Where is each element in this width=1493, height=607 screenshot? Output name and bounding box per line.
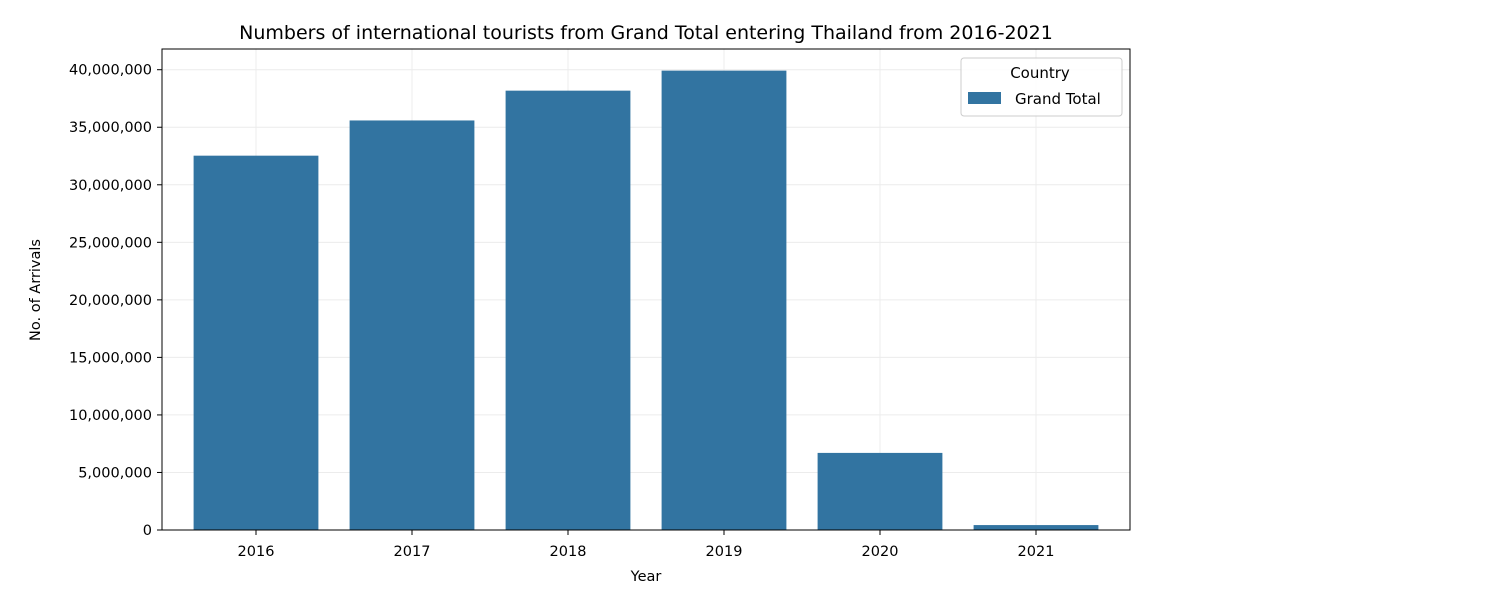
x-axis-label: Year bbox=[630, 569, 662, 585]
y-axis-label: No. of Arrivals bbox=[28, 239, 44, 341]
y-tick-label: 20,000,000 bbox=[69, 293, 152, 309]
y-tick-label: 5,000,000 bbox=[78, 465, 152, 481]
y-tick-label: 15,000,000 bbox=[69, 350, 152, 366]
legend-title: Country bbox=[1010, 64, 1070, 82]
y-tick-label: 40,000,000 bbox=[69, 63, 152, 79]
chart-title: Numbers of international tourists from G… bbox=[239, 22, 1053, 44]
bar-2017 bbox=[349, 120, 475, 531]
x-tick-label: 2019 bbox=[706, 544, 743, 560]
legend-swatch bbox=[968, 92, 1001, 104]
y-tick-label: 0 bbox=[143, 523, 152, 539]
x-tick-label: 2021 bbox=[1018, 544, 1055, 560]
x-tick-label: 2017 bbox=[394, 544, 431, 560]
x-tick-label: 2020 bbox=[862, 544, 899, 560]
bar-2020 bbox=[817, 452, 943, 530]
x-tick-label: 2018 bbox=[550, 544, 587, 560]
legend-box bbox=[960, 57, 1123, 117]
legend: Country Grand Total bbox=[960, 57, 1123, 117]
bar-2019 bbox=[661, 70, 787, 531]
bars bbox=[193, 70, 1099, 531]
legend-entry-label: Grand Total bbox=[1015, 90, 1101, 108]
bar-2016 bbox=[193, 155, 319, 531]
y-tick-label: 30,000,000 bbox=[69, 178, 152, 194]
bar-2018 bbox=[505, 90, 631, 531]
plot-frame bbox=[161, 48, 1131, 531]
y-tick-label: 25,000,000 bbox=[69, 235, 152, 251]
x-tick-label: 2016 bbox=[238, 544, 275, 560]
y-axis-ticks: 0 5,000,000 10,000,000 15,000,000 20,000,000… bbox=[69, 63, 162, 539]
x-axis-ticks: 2016 2017 2018 2019 2020 2021 bbox=[238, 530, 1055, 560]
bar-2021 bbox=[973, 525, 1099, 530]
y-tick-label: 35,000,000 bbox=[69, 120, 152, 136]
y-tick-label: 10,000,000 bbox=[69, 408, 152, 424]
